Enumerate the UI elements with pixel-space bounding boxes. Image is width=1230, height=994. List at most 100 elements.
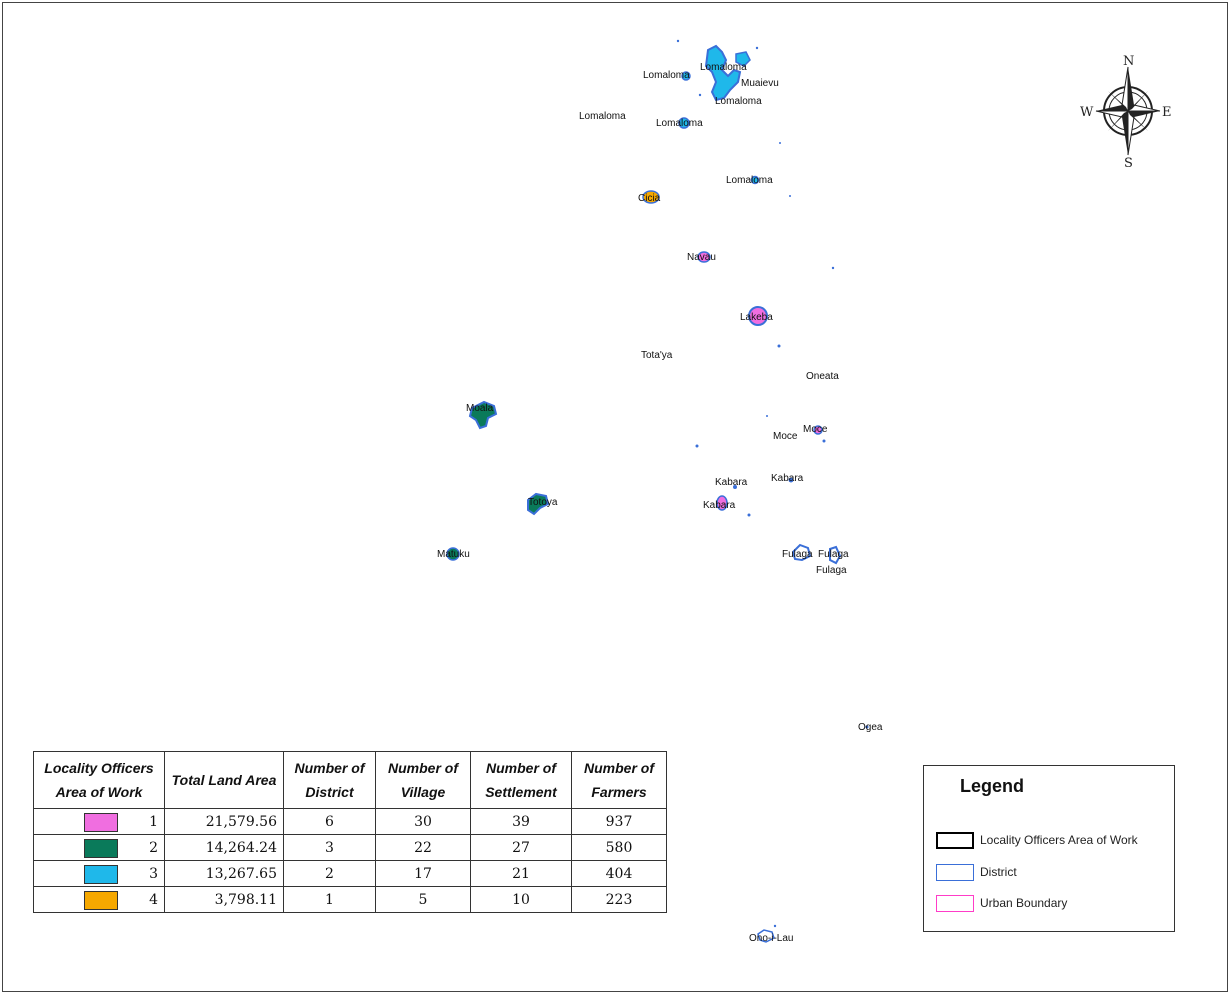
summary-table: Locality Officers Area of Work Total Lan…	[33, 751, 667, 913]
place-label: Oneata	[806, 371, 839, 382]
place-label: Ogea	[858, 722, 883, 733]
class-swatch	[84, 813, 118, 832]
island-vanua-balavu[interactable]	[704, 44, 742, 102]
island-ogea[interactable]	[829, 545, 842, 565]
col-header-total-land-area: Total Land Area	[164, 751, 284, 809]
island-lomaloma-east[interactable]	[750, 175, 760, 185]
islet	[695, 444, 699, 448]
place-label: Navau	[687, 252, 716, 263]
legend-label: District	[980, 865, 1017, 879]
class-swatch	[84, 891, 118, 910]
place-label: Lomaloma	[643, 70, 690, 81]
island-totoya[interactable]	[527, 492, 550, 516]
place-label: Ono-i-Lau	[749, 933, 793, 944]
island-vanua-balavu-east[interactable]	[735, 51, 751, 67]
islet	[733, 485, 737, 489]
place-label: Lomaloma	[700, 62, 747, 73]
legend-swatch-urban	[936, 894, 974, 912]
place-label: Tota'ya	[641, 350, 673, 361]
farmers-cell: 223	[571, 886, 667, 913]
col-header-farmers: Number of Farmers	[571, 751, 667, 809]
island-navau[interactable]	[697, 251, 711, 263]
island-fulaga[interactable]	[791, 543, 812, 562]
islet	[831, 266, 835, 270]
settlement-cell: 27	[470, 834, 572, 861]
legend-label: Locality Officers Area of Work	[980, 833, 1138, 847]
place-label: Kabara	[703, 500, 736, 511]
district-cell: 1	[283, 886, 376, 913]
islet	[777, 344, 781, 348]
col-header-village: Number of Village	[375, 751, 471, 809]
legend-label: Urban Boundary	[980, 896, 1068, 910]
island-moala[interactable]	[468, 400, 498, 430]
legend-item-locality: Locality Officers Area of Work	[936, 830, 1138, 850]
island-kabara[interactable]	[716, 495, 728, 511]
island-matuku[interactable]	[446, 547, 460, 561]
island-lakeba[interactable]	[748, 306, 768, 326]
compass-north: N	[1123, 54, 1134, 69]
class-swatch	[84, 839, 118, 858]
land-area-cell: 14,264.24	[164, 834, 284, 861]
place-label: Moce	[803, 424, 828, 435]
island-ono-i-lau[interactable]	[757, 929, 775, 943]
place-label: Fulaga	[816, 565, 847, 576]
island-lomaloma-south[interactable]	[678, 117, 690, 129]
islet	[698, 93, 702, 97]
legend-title: Legend	[960, 776, 1025, 796]
settlement-cell: 21	[470, 860, 572, 887]
district-cell: 3	[283, 834, 376, 861]
table-row: 4 3,798.11 1 5 10 223	[33, 886, 667, 913]
place-label: Fulaga	[818, 549, 849, 560]
district-cell: 6	[283, 808, 376, 835]
class-cell: 4	[33, 886, 165, 913]
table-row: 1 21,579.56 6 30 39 937	[33, 808, 667, 835]
table-row: 2 14,264.24 3 22 27 580	[33, 834, 667, 861]
col-header-area-of-work: Locality Officers Area of Work	[33, 751, 165, 809]
islet	[747, 513, 751, 517]
island-moce[interactable]	[813, 425, 823, 435]
compass-west: W	[1080, 105, 1094, 120]
place-label: Fulaga	[782, 549, 813, 560]
village-cell: 5	[375, 886, 471, 913]
legend-item-district: District	[936, 862, 1017, 882]
place-label: Lomaloma	[656, 118, 703, 129]
class-swatch	[84, 865, 118, 884]
place-label: Totoya	[528, 497, 558, 508]
legend-swatch-locality	[936, 831, 974, 849]
land-area-cell: 3,798.11	[164, 886, 284, 913]
farmers-cell: 937	[571, 808, 667, 835]
islet	[773, 924, 777, 928]
farmers-cell: 580	[571, 834, 667, 861]
settlement-cell: 10	[470, 886, 572, 913]
compass-south: S	[1124, 156, 1133, 171]
place-label: Lakeba	[740, 312, 773, 323]
place-label: Kabara	[715, 477, 748, 488]
col-header-settlement: Number of Settlement	[470, 751, 572, 809]
place-label: Kabara	[771, 473, 804, 484]
islet	[676, 39, 680, 43]
compass-rose: N S E W	[1080, 54, 1172, 171]
land-area-cell: 21,579.56	[164, 808, 284, 835]
place-label: Lomaloma	[579, 111, 626, 122]
place-label: Moce	[773, 431, 798, 442]
settlement-cell: 39	[470, 808, 572, 835]
class-number: 2	[149, 839, 158, 856]
place-label: Muaievu	[741, 78, 779, 89]
class-cell: 3	[33, 860, 165, 887]
island-lomaloma-west[interactable]	[681, 71, 691, 81]
place-label: Moala	[466, 403, 494, 414]
islet	[779, 142, 781, 144]
islet	[755, 46, 759, 50]
island-cicia[interactable]	[642, 190, 660, 204]
islet	[766, 415, 768, 417]
place-label: Lomaloma	[715, 96, 762, 107]
compass-east: E	[1162, 105, 1172, 120]
village-cell: 22	[375, 834, 471, 861]
table-row: 3 13,267.65 2 17 21 404	[33, 860, 667, 887]
legend-swatch-district	[936, 863, 974, 881]
class-cell: 2	[33, 834, 165, 861]
islet	[789, 195, 791, 197]
islet	[822, 439, 826, 443]
islet	[865, 725, 869, 729]
